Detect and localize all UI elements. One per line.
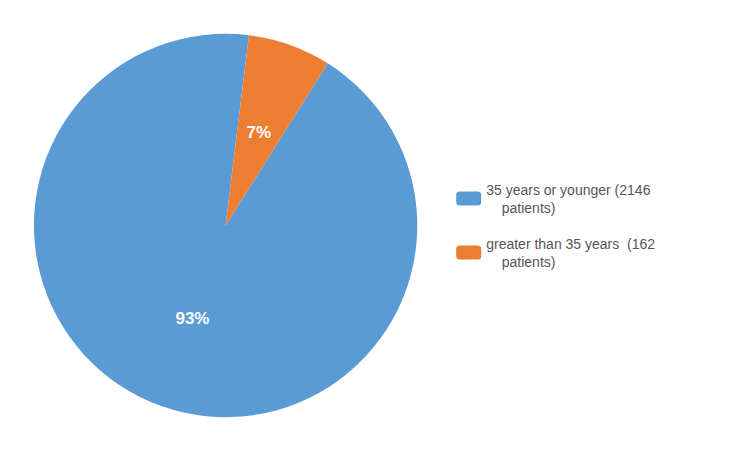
svg-text:7%: 7% — [246, 123, 271, 142]
svg-text:greater than 35 years (162: greater than 35 years (162 — [486, 236, 655, 252]
svg-text:patients): patients) — [486, 254, 555, 270]
svg-text:93%: 93% — [175, 309, 209, 328]
svg-text:35 years or younger (2146: 35 years or younger (2146 — [486, 182, 650, 198]
svg-text:patients): patients) — [486, 200, 555, 216]
